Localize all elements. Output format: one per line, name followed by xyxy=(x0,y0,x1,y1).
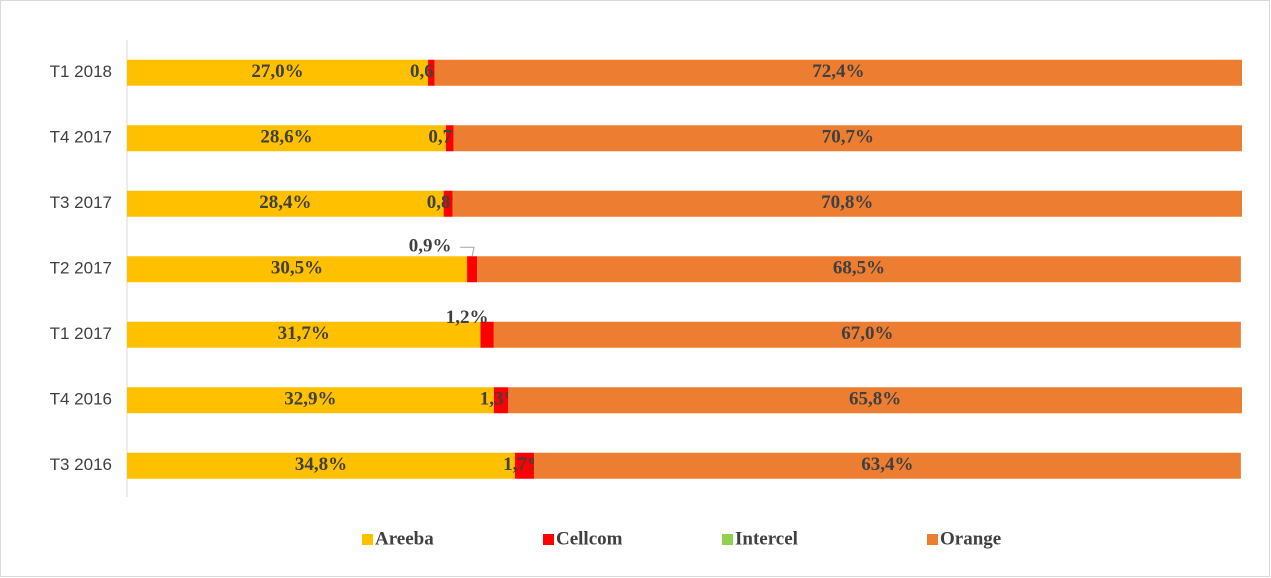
bar-segment xyxy=(127,452,516,479)
bar-segment xyxy=(127,321,481,348)
bar-segment xyxy=(127,59,429,86)
legend-swatch xyxy=(722,534,733,545)
bar-segment xyxy=(452,190,1243,217)
legend-swatch xyxy=(543,534,554,545)
legend-label: Cellcom xyxy=(556,528,623,549)
bar-segment xyxy=(477,256,1241,283)
data-label: 63,4% xyxy=(861,454,913,475)
bar-segment xyxy=(443,190,453,217)
bar-segment xyxy=(434,59,1242,86)
y-tick-label: T1 2018 xyxy=(50,62,112,81)
legend-swatch xyxy=(362,534,373,545)
data-label: 68,5% xyxy=(833,258,885,279)
legend-swatch xyxy=(927,534,938,545)
data-label: 70,7% xyxy=(822,127,874,148)
data-label: 34,8% xyxy=(295,454,347,475)
legend-label: Intercel xyxy=(735,528,798,549)
bar-segment xyxy=(533,452,1241,479)
data-label: 28,6% xyxy=(260,127,312,148)
legend-label: Orange xyxy=(940,528,1001,549)
bar-segment xyxy=(127,190,444,217)
data-label: 1,2% xyxy=(446,307,489,328)
bar-segment xyxy=(480,321,494,348)
data-label: 0,9% xyxy=(409,236,452,257)
bar-segment xyxy=(453,125,1242,152)
y-tick-label: T3 2017 xyxy=(50,193,112,212)
data-label: 31,7% xyxy=(278,323,330,344)
y-tick-label: T3 2016 xyxy=(50,455,112,474)
bar-segment xyxy=(515,452,534,479)
data-label: 72,4% xyxy=(812,61,864,82)
bar-segment xyxy=(508,387,1243,414)
bar-segment xyxy=(467,256,478,283)
bar-segment xyxy=(127,387,494,414)
bar-segment xyxy=(445,125,454,152)
leader-line xyxy=(460,246,475,257)
data-label: 28,4% xyxy=(259,192,311,213)
legend-label: Areeba xyxy=(375,528,434,549)
y-tick-label: T2 2017 xyxy=(50,259,112,278)
bar-segment xyxy=(428,59,435,86)
bar-segment xyxy=(493,321,1241,348)
y-tick-label: T4 2017 xyxy=(50,128,112,147)
bar-segment xyxy=(127,256,468,283)
y-tick-label: T1 2017 xyxy=(50,324,112,343)
data-label: 32,9% xyxy=(284,389,336,410)
data-label: 67,0% xyxy=(841,323,893,344)
data-label: 27,0% xyxy=(251,61,303,82)
data-label: 65,8% xyxy=(849,389,901,410)
bar-segment xyxy=(127,125,446,152)
bar-segment xyxy=(493,387,509,414)
data-label: 30,5% xyxy=(271,258,323,279)
y-tick-label: T4 2016 xyxy=(50,390,112,409)
data-label: 70,8% xyxy=(821,192,873,213)
